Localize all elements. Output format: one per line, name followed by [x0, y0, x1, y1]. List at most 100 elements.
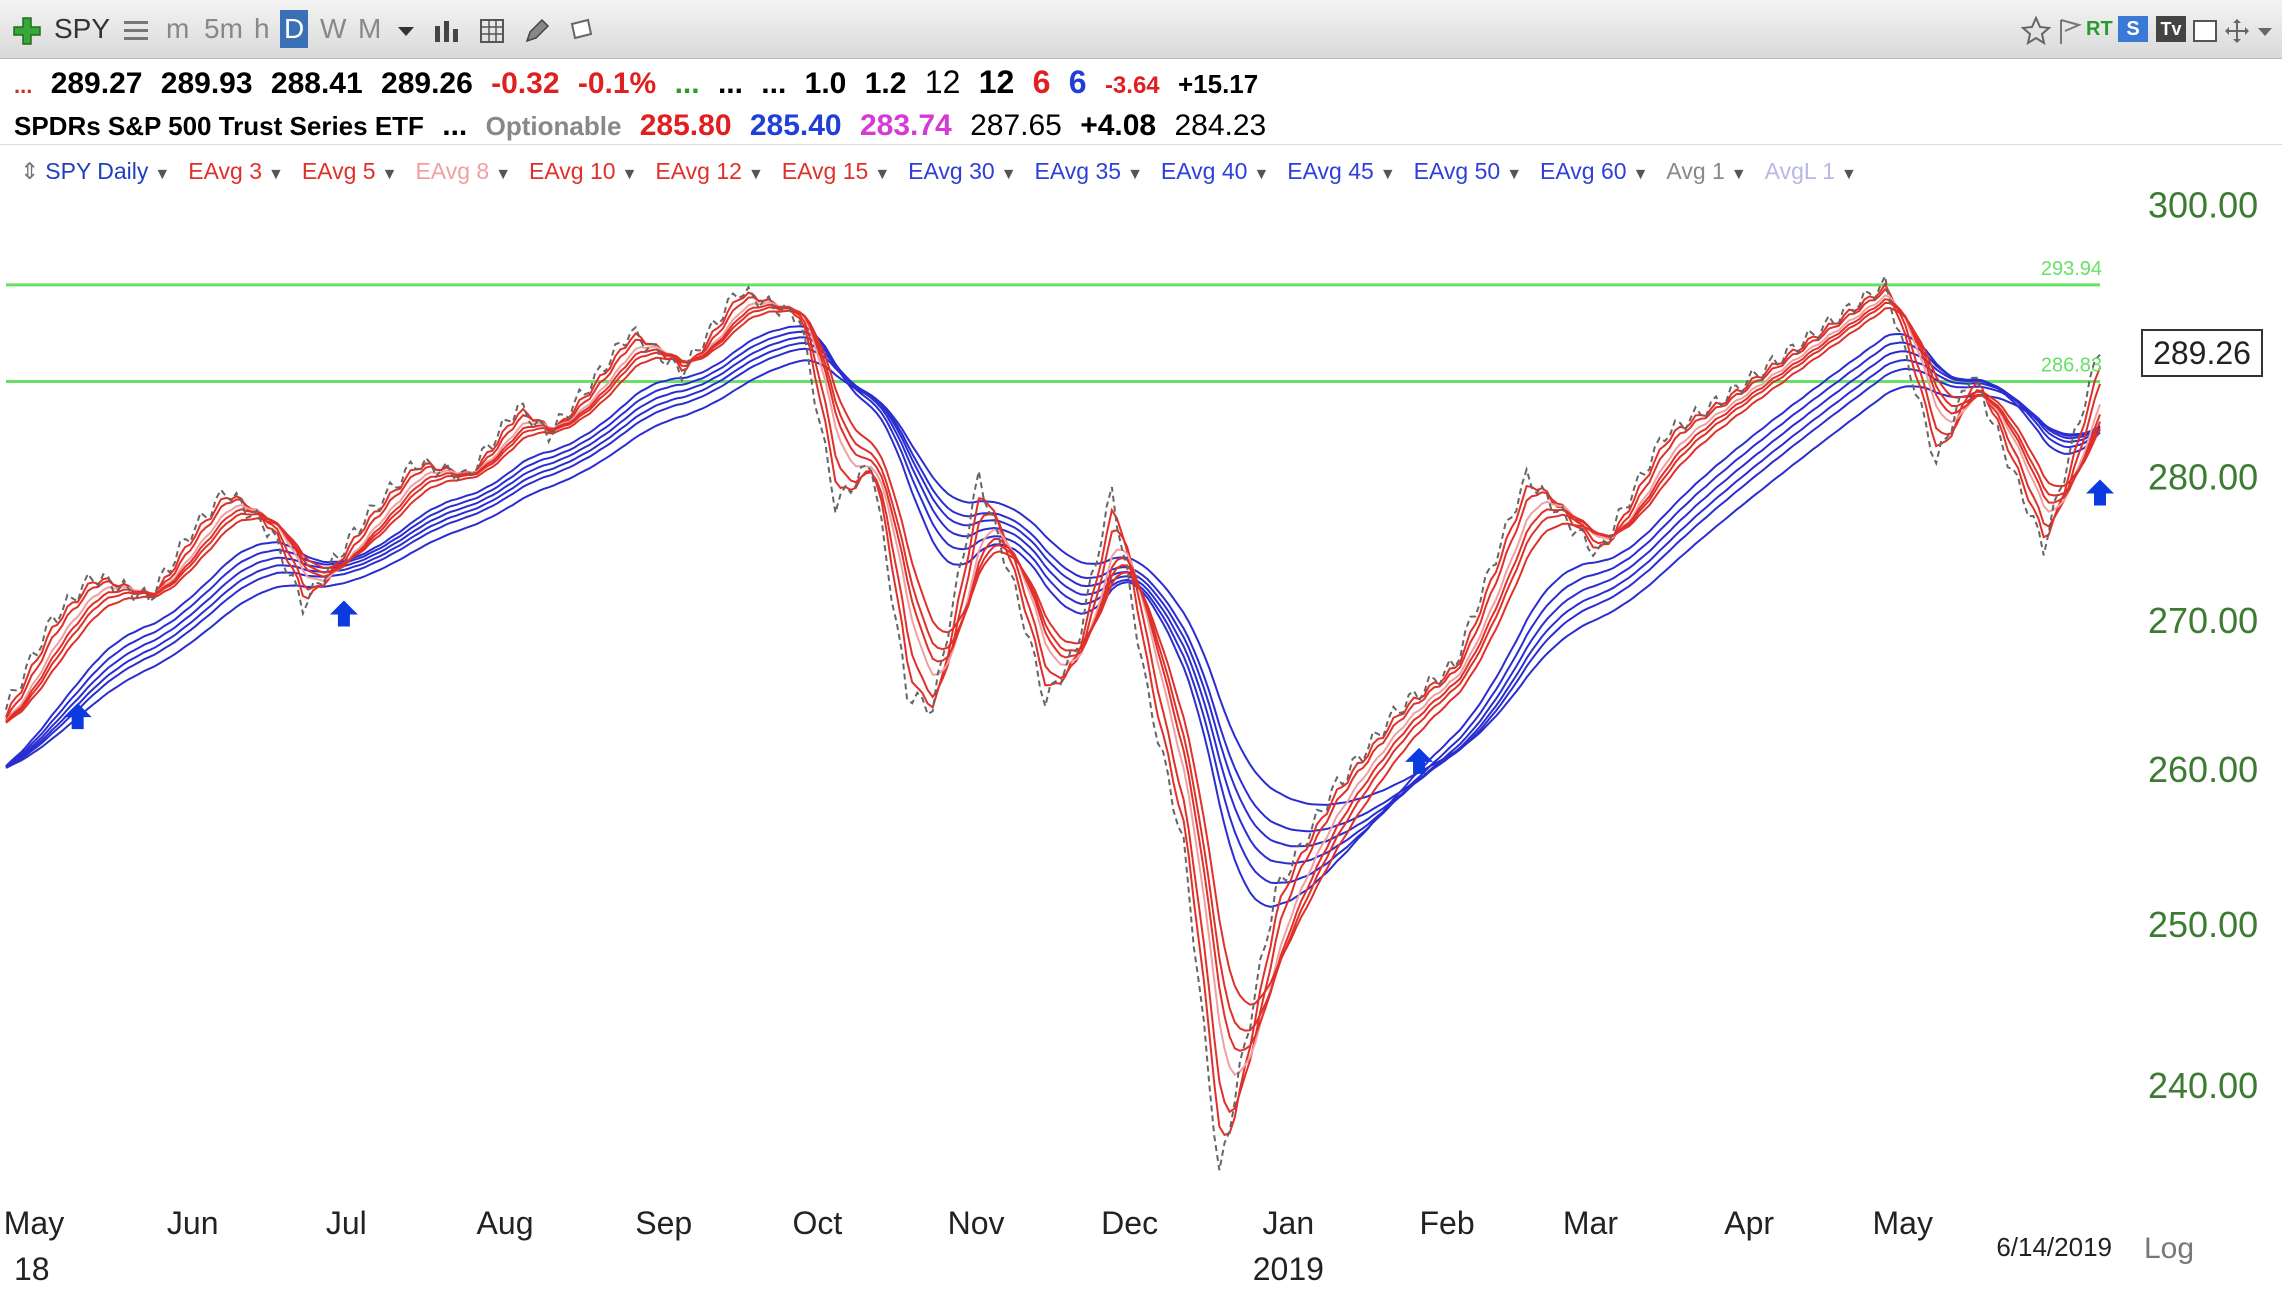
- note-icon[interactable]: [566, 10, 596, 48]
- indicator-item[interactable]: EAvg 60 ▼: [1540, 153, 1648, 193]
- quote-low: 288.41: [270, 67, 363, 100]
- x-tick-label: Nov: [948, 1205, 1005, 1241]
- list-icon[interactable]: [122, 10, 150, 48]
- ema-fast-line: [5, 306, 2101, 1006]
- indicator-label: EAvg 3: [188, 158, 262, 184]
- x-tick-label: Oct: [792, 1205, 842, 1241]
- quote-high: 289.93: [160, 67, 253, 100]
- realtime-label[interactable]: RT: [2086, 18, 2113, 40]
- indicator-item[interactable]: EAvg 30 ▼: [908, 153, 1016, 193]
- ema-fast-line: [5, 294, 2101, 1077]
- indicator-label: EAvg 15: [781, 158, 869, 184]
- quote-open: 289.27: [50, 67, 143, 100]
- indicator-label: EAvg 30: [908, 158, 995, 184]
- ema-fast-line: [5, 282, 2101, 1137]
- date-label: 6/14/2019: [1996, 1232, 2112, 1262]
- info-value-6: 284.23: [1174, 109, 1267, 142]
- chevron-down-icon[interactable]: ▼: [1841, 166, 1857, 183]
- prev-year-label: 18: [14, 1251, 50, 1287]
- indicator-item[interactable]: Avg 1 ▼: [1666, 153, 1746, 193]
- chevron-down-icon[interactable]: ▼: [154, 166, 171, 183]
- chevron-down-icon[interactable]: ▼: [621, 166, 638, 183]
- quote-value-3: 12: [924, 64, 961, 100]
- star-icon[interactable]: [2020, 10, 2052, 48]
- quote-value-6: 6: [1068, 64, 1087, 100]
- menu-arrow-icon[interactable]: [2256, 10, 2274, 48]
- interval-minute[interactable]: m: [166, 13, 190, 44]
- quote-dots-3: ...: [761, 67, 787, 100]
- indicator-item[interactable]: EAvg 45 ▼: [1287, 153, 1395, 193]
- info-value-3: 283.74: [859, 109, 952, 142]
- chevron-down-icon[interactable]: ▼: [1127, 166, 1143, 183]
- y-tick-label: 260.00: [2148, 749, 2258, 790]
- chevron-down-icon[interactable]: [396, 10, 416, 48]
- symbol-label[interactable]: SPY: [54, 13, 111, 44]
- ema-fast-line: [5, 301, 2101, 1032]
- indicator-item[interactable]: EAvg 12 ▼: [655, 153, 763, 193]
- ema-fast-line: [5, 287, 2101, 1114]
- flag-icon[interactable]: [2058, 10, 2083, 48]
- ema-fast-line: [5, 298, 2101, 1052]
- chevron-down-icon[interactable]: ▼: [1506, 166, 1523, 183]
- indicator-item[interactable]: AvgL 1 ▼: [1765, 153, 1857, 193]
- chevron-down-icon[interactable]: ▼: [268, 166, 284, 183]
- indicator-label: Avg 1: [1666, 158, 1725, 184]
- indicator-item[interactable]: EAvg 10 ▼: [529, 153, 637, 193]
- x-tick-label: May: [4, 1205, 64, 1241]
- log-toggle[interactable]: Log: [2144, 1232, 2194, 1265]
- quote-value-2: 1.2: [864, 67, 907, 100]
- indicator-item[interactable]: EAvg 3 ▼: [188, 153, 284, 193]
- y-tick-label: 270.00: [2148, 600, 2258, 641]
- x-tick-label: Jun: [167, 1205, 219, 1241]
- pencil-icon[interactable]: [522, 10, 552, 48]
- s-badge[interactable]: S: [2118, 16, 2148, 42]
- chevron-down-icon[interactable]: ▼: [874, 166, 891, 183]
- tv-badge[interactable]: Tv: [2156, 16, 2186, 42]
- quote-dots-2: ...: [717, 67, 743, 100]
- indicator-label: EAvg 35: [1034, 158, 1122, 184]
- chevron-down-icon[interactable]: ▼: [747, 166, 764, 183]
- y-axis: 300.00 280.00 270.00 260.00 250.00 240.00: [2148, 184, 2258, 1106]
- y-tick-label: 300.00: [2148, 184, 2258, 225]
- y-tick-label: 240.00: [2148, 1065, 2258, 1106]
- indicator-label: EAvg 50: [1413, 158, 1501, 184]
- fast-moving-averages: [5, 282, 2101, 1137]
- indicator-label: EAvg 8: [415, 158, 490, 184]
- add-symbol-icon[interactable]: [12, 10, 42, 48]
- indicator-label: SPY Daily: [45, 158, 149, 184]
- chevron-down-icon[interactable]: ▼: [1379, 166, 1396, 183]
- chevron-down-icon[interactable]: ▼: [495, 166, 512, 183]
- indicator-item[interactable]: SPY Daily ▼: [45, 153, 170, 193]
- indicator-item[interactable]: EAvg 15 ▼: [782, 153, 890, 193]
- indicator-item[interactable]: EAvg 40 ▼: [1161, 153, 1269, 193]
- quote-row: ... 289.27 289.93 288.41 289.26 -0.32 -0…: [14, 60, 2282, 104]
- x-tick-label: Dec: [1101, 1205, 1158, 1241]
- table-icon[interactable]: [478, 10, 508, 48]
- indicator-item[interactable]: EAvg 5 ▼: [302, 153, 398, 193]
- bar-chart-icon[interactable]: [432, 10, 462, 48]
- indicator-item[interactable]: EAvg 8 ▼: [415, 153, 511, 193]
- interval-hour[interactable]: h: [254, 13, 270, 44]
- indicator-item[interactable]: EAvg 50 ▼: [1414, 153, 1522, 193]
- chevron-down-icon[interactable]: ▼: [1632, 166, 1649, 183]
- interval-daily[interactable]: D: [280, 10, 309, 48]
- sort-arrows-icon[interactable]: ⇕: [20, 158, 40, 184]
- optionable-label: Optionable: [485, 111, 622, 141]
- indicator-item[interactable]: EAvg 35 ▼: [1035, 153, 1143, 193]
- quote-lead: ...: [14, 73, 33, 98]
- ema-slow-line: [5, 325, 2101, 908]
- interval-monthly[interactable]: M: [358, 13, 382, 44]
- chevron-down-icon[interactable]: ▼: [1253, 166, 1270, 183]
- save-icon[interactable]: [2192, 10, 2218, 48]
- move-icon[interactable]: [2224, 10, 2250, 48]
- chevron-down-icon[interactable]: ▼: [381, 166, 398, 183]
- buy-arrow-icon: [329, 600, 358, 627]
- chevron-down-icon[interactable]: ▼: [1730, 166, 1747, 183]
- interval-weekly[interactable]: W: [320, 13, 347, 44]
- ema-slow-line: [5, 347, 2101, 833]
- info-dots: ...: [442, 109, 468, 142]
- chevron-down-icon[interactable]: ▼: [1000, 166, 1017, 183]
- interval-5min[interactable]: 5m: [204, 13, 243, 44]
